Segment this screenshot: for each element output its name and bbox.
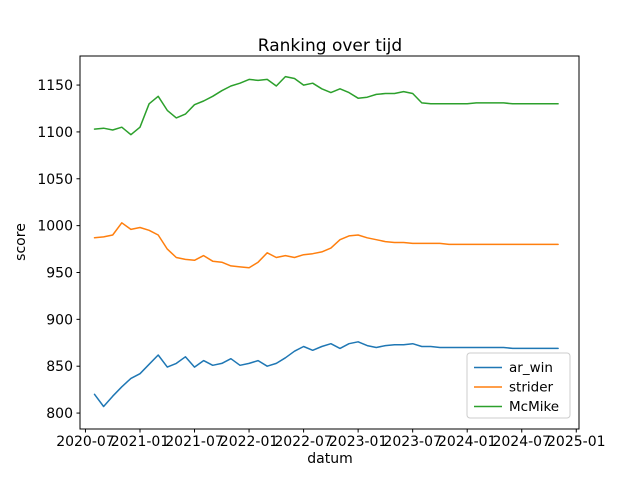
- x-tick-label: 2022-07: [274, 434, 333, 450]
- x-tick-label: 2022-01: [220, 434, 279, 450]
- x-tick-label: 2023-01: [329, 434, 388, 450]
- x-tick-label: 2025-01: [547, 434, 606, 450]
- chart-title: Ranking over tijd: [257, 36, 403, 56]
- series-line-McMike: [93, 75, 559, 136]
- y-tick-label: 900: [46, 312, 73, 328]
- legend-label-ar_win: ar_win: [509, 360, 553, 376]
- x-axis-label: datum: [307, 451, 353, 467]
- plot-border: [79, 55, 580, 430]
- x-tick-label: 2020-07: [56, 434, 115, 450]
- y-tick-label: 1150: [37, 78, 73, 94]
- legend-box: [466, 352, 571, 419]
- y-tick-label: 1100: [37, 125, 73, 141]
- legend-label-strider: strider: [509, 380, 554, 396]
- series-line-ar_win: [93, 341, 559, 408]
- x-tick-label: 2024-07: [492, 434, 551, 450]
- y-tick-label: 1050: [37, 172, 73, 188]
- legend-label-McMike: McMike: [509, 399, 559, 415]
- x-tick-label: 2024-01: [438, 434, 497, 450]
- y-tick-label: 850: [46, 359, 73, 375]
- series-line-strider: [93, 222, 559, 269]
- y-tick-label: 800: [46, 406, 73, 422]
- x-tick-label: 2023-07: [383, 434, 442, 450]
- y-tick-label: 1000: [37, 219, 73, 235]
- x-tick-label: 2021-01: [111, 434, 170, 450]
- x-tick-label: 2021-07: [165, 434, 224, 450]
- y-tick-label: 950: [46, 265, 73, 281]
